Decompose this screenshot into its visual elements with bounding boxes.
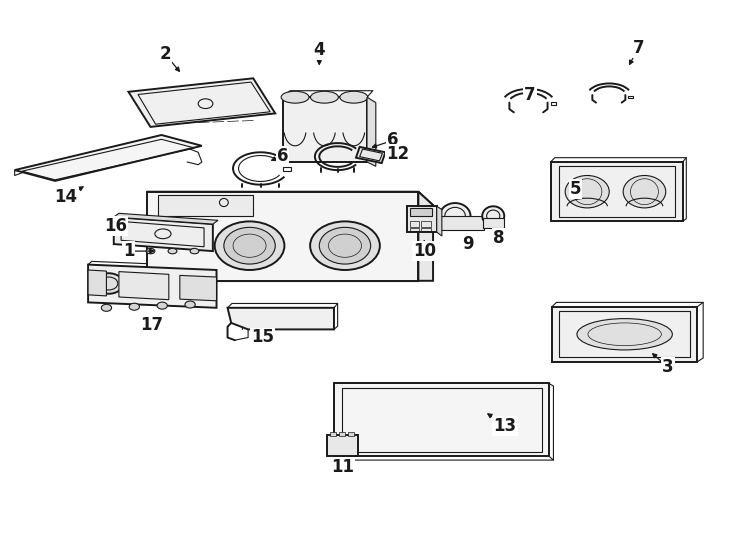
Bar xyxy=(421,221,431,227)
Bar xyxy=(330,432,336,436)
Polygon shape xyxy=(437,206,442,236)
Bar xyxy=(339,432,345,436)
Polygon shape xyxy=(334,383,549,456)
Bar xyxy=(283,167,291,171)
Bar xyxy=(421,228,431,231)
Ellipse shape xyxy=(124,248,133,254)
Ellipse shape xyxy=(94,273,123,294)
Ellipse shape xyxy=(319,227,371,264)
Polygon shape xyxy=(147,192,433,205)
Ellipse shape xyxy=(482,206,504,226)
Text: 15: 15 xyxy=(251,328,275,347)
Ellipse shape xyxy=(310,221,380,270)
Polygon shape xyxy=(88,270,106,296)
Polygon shape xyxy=(147,192,418,281)
Bar xyxy=(410,221,419,227)
Text: 2: 2 xyxy=(159,45,171,63)
Ellipse shape xyxy=(101,305,112,311)
Polygon shape xyxy=(119,272,169,300)
Bar xyxy=(357,154,363,158)
Text: 13: 13 xyxy=(493,416,517,435)
Text: 4: 4 xyxy=(313,40,325,59)
Ellipse shape xyxy=(157,302,167,309)
Text: 16: 16 xyxy=(104,217,128,235)
Ellipse shape xyxy=(623,176,666,208)
Text: 7: 7 xyxy=(524,85,536,104)
Bar xyxy=(410,208,432,216)
Ellipse shape xyxy=(340,91,368,103)
Ellipse shape xyxy=(215,221,285,270)
Ellipse shape xyxy=(146,248,155,254)
Text: 17: 17 xyxy=(140,316,164,334)
Text: 6: 6 xyxy=(277,146,288,165)
Bar xyxy=(550,102,556,105)
Text: 11: 11 xyxy=(331,458,355,476)
Ellipse shape xyxy=(190,248,199,254)
Polygon shape xyxy=(283,97,367,162)
Polygon shape xyxy=(114,213,218,224)
Ellipse shape xyxy=(565,176,609,208)
Ellipse shape xyxy=(440,203,470,229)
Text: 10: 10 xyxy=(413,242,436,260)
Ellipse shape xyxy=(310,91,338,103)
Polygon shape xyxy=(407,206,437,232)
Polygon shape xyxy=(327,435,358,456)
Polygon shape xyxy=(418,192,433,281)
Polygon shape xyxy=(552,307,697,362)
Text: 1: 1 xyxy=(123,242,134,260)
Text: 3: 3 xyxy=(662,358,674,376)
Polygon shape xyxy=(426,216,484,229)
Text: 7: 7 xyxy=(633,38,644,57)
Polygon shape xyxy=(367,97,376,166)
Text: 6: 6 xyxy=(387,131,399,150)
Text: 12: 12 xyxy=(386,145,410,163)
Bar xyxy=(158,195,253,216)
Polygon shape xyxy=(356,147,385,163)
Text: 5: 5 xyxy=(570,180,581,198)
Polygon shape xyxy=(550,162,683,221)
Text: 8: 8 xyxy=(493,228,505,247)
Bar xyxy=(348,432,354,436)
Ellipse shape xyxy=(168,248,177,254)
Bar xyxy=(628,96,633,98)
Polygon shape xyxy=(128,78,275,127)
Ellipse shape xyxy=(281,91,309,103)
Ellipse shape xyxy=(577,319,672,350)
Text: 14: 14 xyxy=(54,188,78,206)
Ellipse shape xyxy=(185,301,195,308)
Ellipse shape xyxy=(129,303,139,310)
Polygon shape xyxy=(483,218,504,228)
Ellipse shape xyxy=(224,227,275,264)
Text: 9: 9 xyxy=(462,235,474,253)
Polygon shape xyxy=(114,217,213,251)
Bar xyxy=(410,228,419,231)
Polygon shape xyxy=(228,308,334,329)
Polygon shape xyxy=(15,135,202,181)
Polygon shape xyxy=(180,275,217,301)
Polygon shape xyxy=(88,265,217,308)
